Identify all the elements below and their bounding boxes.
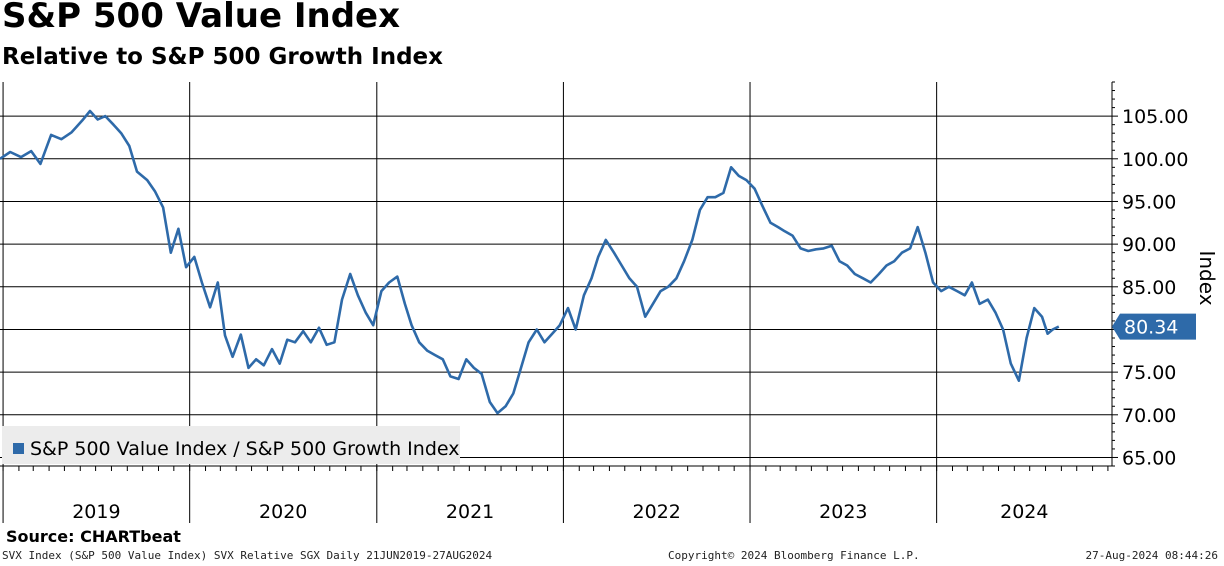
y-tick-label: 75.00: [1122, 362, 1176, 384]
last-value-badge: [1112, 313, 1196, 340]
footer-timestamp: 27-Aug-2024 08:44:26: [1085, 549, 1218, 562]
y-tick-label: 90.00: [1122, 234, 1176, 256]
x-tick-label: 2019: [72, 501, 120, 523]
legend-background: [2, 426, 460, 464]
last-value-label: 80.34: [1124, 317, 1178, 339]
y-tick-label: 65.00: [1122, 447, 1176, 469]
x-tick-label: 2022: [633, 501, 681, 523]
x-tick-label: 2021: [446, 501, 494, 523]
y-tick-label: 105.00: [1122, 106, 1188, 128]
footer-index-info: SVX Index (S&P 500 Value Index) SVX Rela…: [2, 549, 493, 562]
series-line: [0, 109, 1060, 415]
last-value-marker: 80.34: [1112, 313, 1196, 340]
x-tick-label: 2023: [819, 501, 867, 523]
chart-subtitle: Relative to S&P 500 Growth Index: [2, 44, 443, 70]
y-tick-label: 100.00: [1122, 149, 1188, 171]
source-note: Source: CHARTbeat: [6, 527, 181, 546]
legend-swatch: [13, 443, 24, 454]
x-axis: 2019 2020 2021 2022 2023 2024: [0, 465, 1112, 523]
y-axis: 65.0070.0075.0080.0085.0090.0095.00100.0…: [1111, 81, 1188, 469]
chart-title: S&P 500 Value Index: [2, 0, 401, 36]
y-tick-label: 85.00: [1122, 277, 1176, 299]
y-tick-label: 95.00: [1122, 191, 1176, 213]
legend: S&P 500 Value Index / S&P 500 Growth Ind…: [2, 426, 460, 464]
y-axis-label: Index: [1195, 250, 1219, 305]
gridlines: [0, 82, 1112, 523]
y-tick-label: 70.00: [1122, 405, 1176, 427]
series-layer: [0, 109, 1060, 415]
legend-label: S&P 500 Value Index / S&P 500 Growth Ind…: [30, 438, 459, 460]
x-tick-label: 2024: [1000, 501, 1048, 523]
footer-copyright: Copyright© 2024 Bloomberg Finance L.P.: [668, 549, 920, 562]
x-tick-label: 2020: [259, 501, 307, 523]
